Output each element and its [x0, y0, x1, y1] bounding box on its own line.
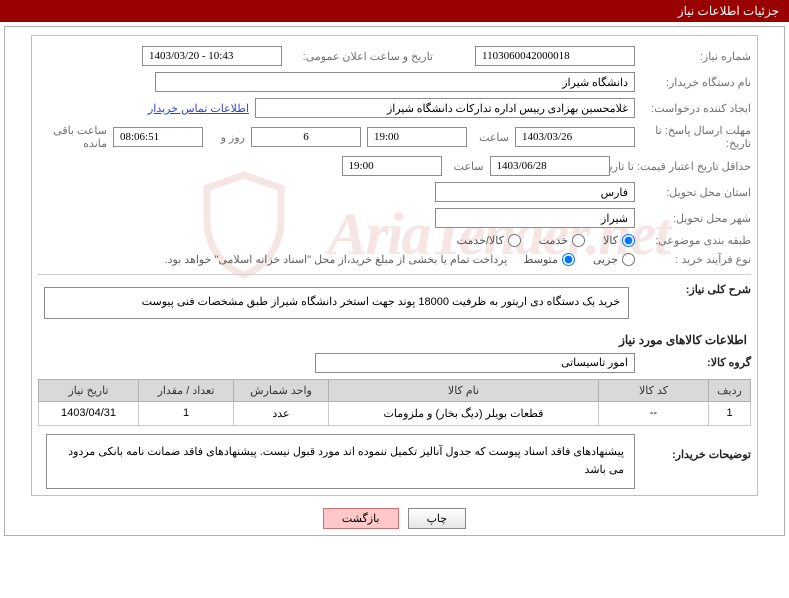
- cell-name: قطعات بویلر (دیگ بخار) و ملزومات: [329, 401, 599, 425]
- days-input[interactable]: [251, 127, 361, 147]
- days-label: روز و: [209, 131, 245, 144]
- reply-date-input[interactable]: [515, 127, 635, 147]
- requester-label: ایجاد کننده درخواست:: [641, 102, 751, 115]
- goods-group-label: گروه کالا:: [641, 356, 751, 369]
- cell-code: --: [599, 401, 709, 425]
- overall-desc-box: خرید یک دستگاه دی اریتور به ظرفیت 18000 …: [44, 287, 629, 319]
- reply-deadline-label: مهلت ارسال پاسخ: تا تاریخ:: [641, 124, 751, 150]
- buyer-org-input[interactable]: [155, 72, 635, 92]
- separator-1: [38, 274, 751, 275]
- buyer-org-label: نام دستگاه خریدار:: [641, 76, 751, 89]
- time-label-2: ساعت: [448, 160, 484, 173]
- buyer-notes-label: توضیحات خریدار:: [641, 448, 751, 461]
- announce-input[interactable]: [142, 46, 282, 66]
- delivery-city-input[interactable]: [435, 208, 635, 228]
- buyer-contact-link[interactable]: اطلاعات تماس خریدار: [148, 102, 249, 115]
- items-table: ردیف کد کالا نام کالا واحد شمارش تعداد /…: [38, 379, 751, 426]
- finance-note: پرداخت تمام یا بخشی از مبلغ خرید،از محل …: [165, 253, 508, 266]
- th-qty: تعداد / مقدار: [139, 379, 234, 401]
- delivery-province-label: استان محل تحویل:: [641, 186, 751, 199]
- buyer-notes-box: پیشنهادهای فاقد اسناد پیوست که جدول آنال…: [46, 434, 635, 489]
- th-unit: واحد شمارش: [234, 379, 329, 401]
- cell-unit: عدد: [234, 401, 329, 425]
- overall-desc-label: شرح کلی نیاز:: [641, 283, 751, 296]
- process-radio-group: جزیی متوسط: [523, 253, 635, 266]
- process-type-label: نوع فرآیند خرید :: [641, 253, 751, 266]
- cell-qty: 1: [139, 401, 234, 425]
- time-label-1: ساعت: [473, 131, 509, 144]
- price-date-input[interactable]: [490, 156, 610, 176]
- requester-input[interactable]: [255, 98, 635, 118]
- th-code: کد کالا: [599, 379, 709, 401]
- radio-partial[interactable]: جزیی: [593, 253, 635, 266]
- th-date: تاریخ نیاز: [39, 379, 139, 401]
- price-validity-label: حداقل تاریخ اعتبار قیمت: تا تاریخ:: [596, 160, 751, 173]
- radio-medium[interactable]: متوسط: [523, 253, 575, 266]
- radio-both[interactable]: کالا/خدمت: [457, 234, 521, 247]
- announce-label: تاریخ و ساعت اعلان عمومی:: [288, 50, 433, 63]
- radio-goods[interactable]: کالا: [603, 234, 635, 247]
- cell-date: 1403/04/31: [39, 401, 139, 425]
- radio-service[interactable]: خدمت: [539, 234, 585, 247]
- panel-title: جزئیات اطلاعات نیاز: [0, 0, 789, 22]
- delivery-city-label: شهر محل تحویل:: [641, 212, 751, 225]
- subject-radio-group: کالا خدمت کالا/خدمت: [457, 234, 635, 247]
- back-button[interactable]: بازگشت: [323, 508, 399, 529]
- price-time-input[interactable]: [342, 156, 442, 176]
- items-section-title: اطلاعات کالاهای مورد نیاز: [42, 333, 747, 347]
- form-panel: شماره نیاز: تاریخ و ساعت اعلان عمومی: نا…: [31, 35, 758, 496]
- remaining-label: ساعت باقی مانده: [38, 124, 107, 150]
- need-no-input[interactable]: [475, 46, 635, 66]
- print-button[interactable]: چاپ: [408, 508, 467, 529]
- need-no-label: شماره نیاز:: [641, 50, 751, 63]
- reply-time-input[interactable]: [367, 127, 467, 147]
- outer-frame: شماره نیاز: تاریخ و ساعت اعلان عمومی: نا…: [4, 26, 785, 536]
- subject-class-label: طبقه بندی موضوعی:: [641, 234, 751, 247]
- th-idx: ردیف: [709, 379, 751, 401]
- table-row[interactable]: 1 -- قطعات بویلر (دیگ بخار) و ملزومات عد…: [39, 401, 751, 425]
- countdown-input[interactable]: [113, 127, 203, 147]
- footer-buttons: چاپ بازگشت: [7, 508, 782, 529]
- th-name: نام کالا: [329, 379, 599, 401]
- cell-idx: 1: [709, 401, 751, 425]
- delivery-province-input[interactable]: [435, 182, 635, 202]
- goods-group-input[interactable]: [315, 353, 635, 373]
